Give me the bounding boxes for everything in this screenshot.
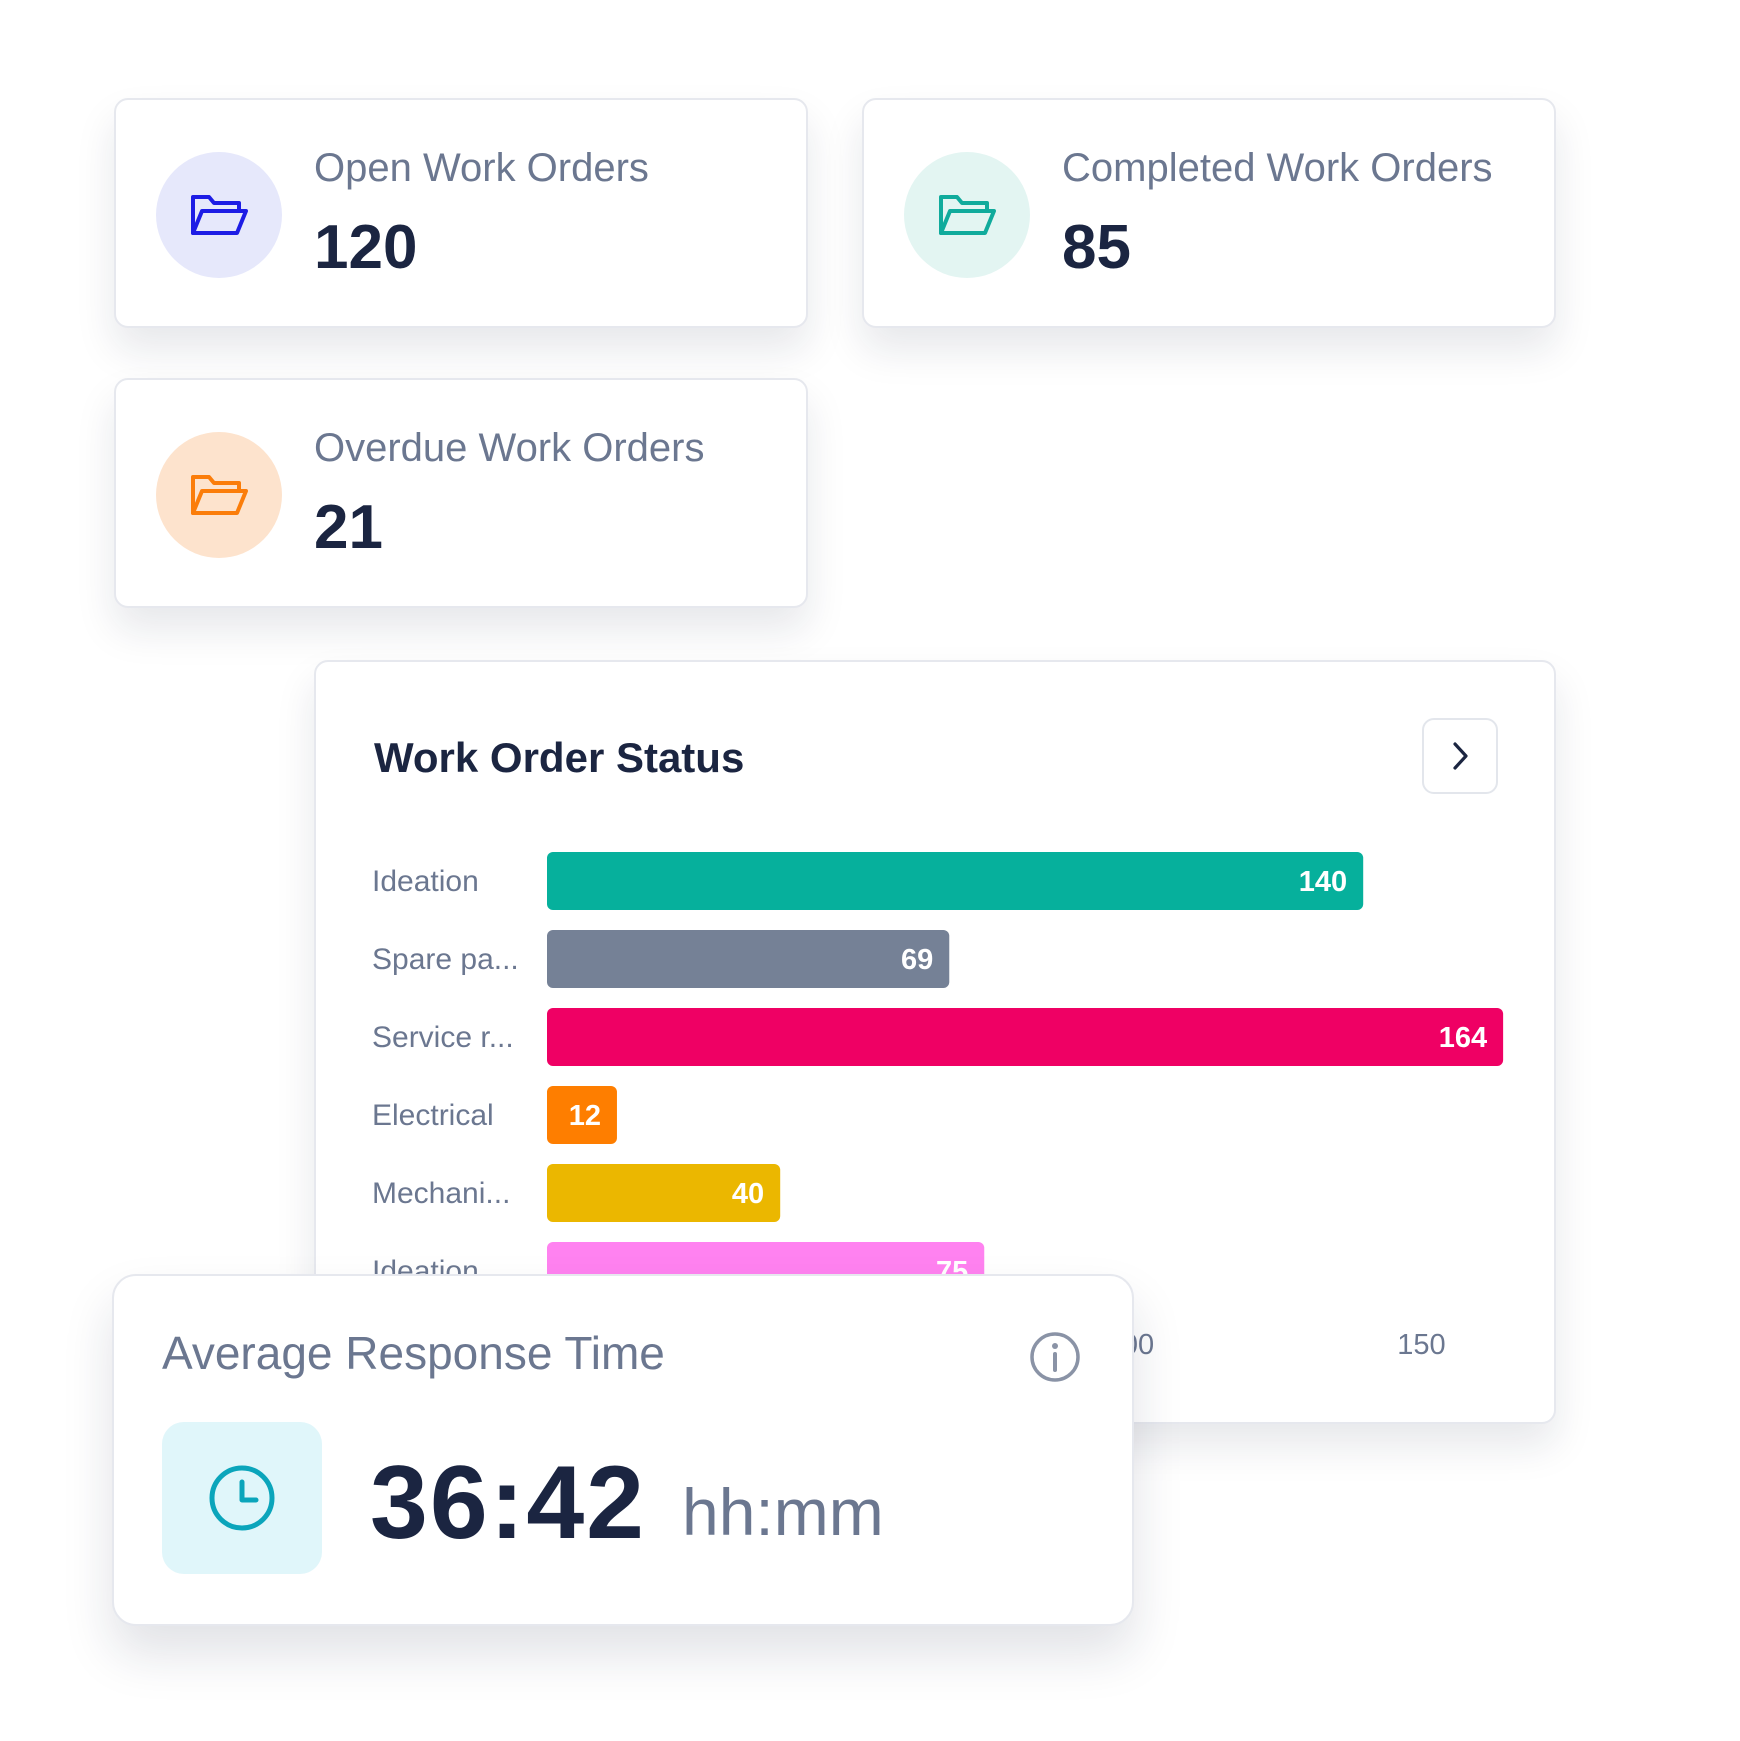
chart-title: Work Order Status xyxy=(374,734,745,781)
completed-work-orders-icon-circle xyxy=(904,152,1030,278)
stat-value: 120 xyxy=(314,213,418,282)
stat-card-overdue: Overdue Work Orders 21 xyxy=(114,378,808,608)
response-icon-box xyxy=(162,1422,322,1574)
x-tick-label: 150 xyxy=(1397,1329,1445,1361)
bar[interactable] xyxy=(547,1164,781,1222)
average-response-time-card: Average Response Time 36:42 hh:mm xyxy=(112,1274,1134,1626)
category-label: Mechani... xyxy=(372,1177,510,1210)
stat-label: Completed Work Orders xyxy=(1062,146,1493,190)
bar-value-label: 12 xyxy=(569,1100,601,1132)
category-label: Service r... xyxy=(372,1021,514,1054)
folder-open-icon xyxy=(939,195,996,235)
stat-label: Open Work Orders xyxy=(314,146,649,190)
bar[interactable] xyxy=(547,1086,617,1144)
folder-open-icon xyxy=(191,195,248,235)
category-label: Ideation xyxy=(372,865,479,898)
chevron-right-icon xyxy=(1453,742,1468,770)
stat-card-open: Open Work Orders 120 xyxy=(114,98,808,328)
bar-value-label: 140 xyxy=(1299,866,1347,898)
response-value: 36:42 xyxy=(370,1445,646,1561)
bar[interactable] xyxy=(547,930,950,988)
stat-value: 21 xyxy=(314,493,383,562)
bar-value-label: 164 xyxy=(1439,1022,1487,1054)
bar-value-label: 40 xyxy=(732,1178,764,1210)
open-work-orders-icon-circle xyxy=(156,152,282,278)
clock-icon xyxy=(209,1465,275,1531)
bar[interactable] xyxy=(547,852,1364,910)
info-icon[interactable] xyxy=(1028,1330,1082,1384)
folder-open-icon xyxy=(191,475,248,515)
category-label: Spare pa... xyxy=(372,943,519,976)
category-label: Electrical xyxy=(372,1099,494,1132)
stat-label: Overdue Work Orders xyxy=(314,426,705,470)
chart-next-button[interactable] xyxy=(1422,718,1498,794)
overdue-work-orders-icon-circle xyxy=(156,432,282,558)
bar-value-label: 69 xyxy=(901,944,933,976)
bar[interactable] xyxy=(547,1008,1504,1066)
response-title: Average Response Time xyxy=(162,1327,665,1379)
response-unit: hh:mm xyxy=(682,1475,884,1549)
stat-value: 85 xyxy=(1062,213,1131,282)
stat-card-completed: Completed Work Orders 85 xyxy=(862,98,1556,328)
